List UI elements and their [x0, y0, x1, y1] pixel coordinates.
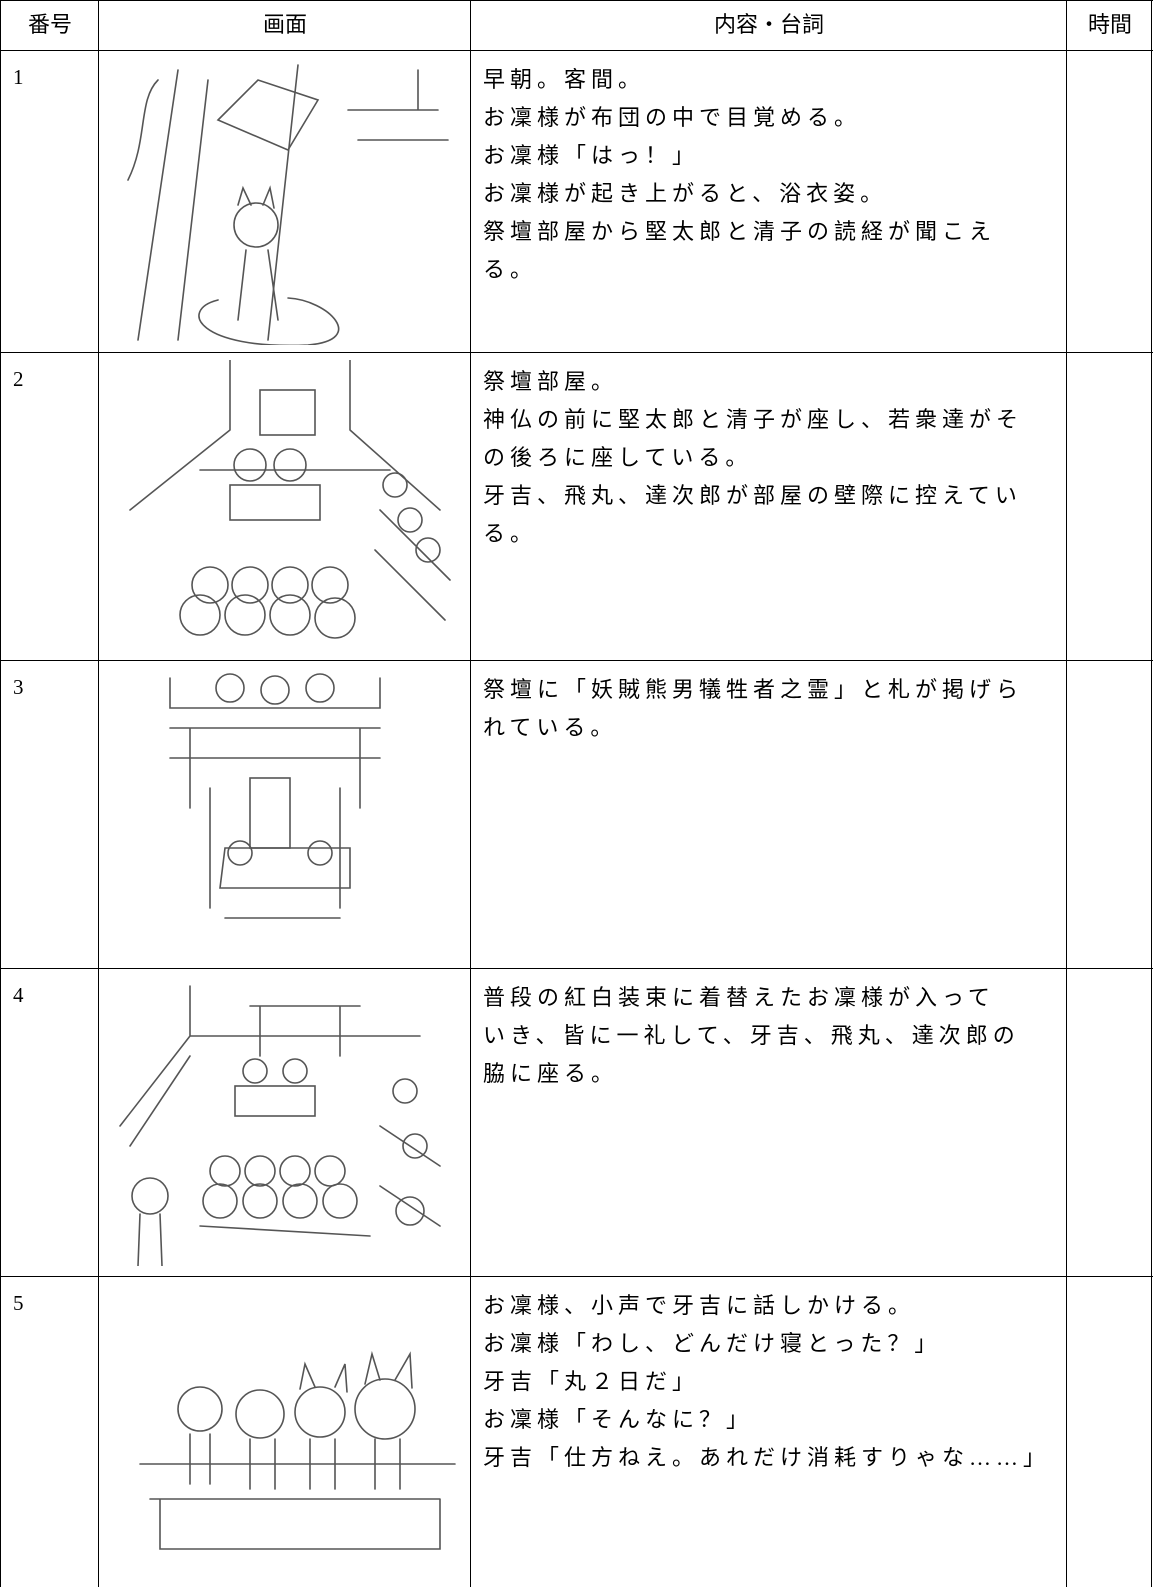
- header-cell: 時間: [1066, 0, 1153, 51]
- sketch: [169, 673, 381, 919]
- scene-number: 4: [0, 968, 99, 1277]
- content-line: 祭壇に「妖賊熊男犠牲者之霊」と札が掲げら: [483, 677, 1024, 702]
- content-cell: 普段の紅白装束に着替えたお凜様が入って いき、皆に一礼して、牙吉、飛丸、達次郎の脇…: [470, 968, 1067, 1277]
- scene-number: 2: [0, 352, 99, 661]
- content-line: 牙吉「仕方ねえ。あれだけ消耗すりゃな……」: [483, 1445, 1051, 1470]
- content-line: お凜様が布団の中で目覚める。: [483, 105, 862, 130]
- time-cell: [1066, 660, 1153, 969]
- time-cell: [1066, 968, 1153, 1277]
- content-line: 祭壇部屋から堅太郎と清子の読経が聞こえ: [483, 219, 997, 244]
- sketch: [127, 64, 449, 345]
- image-cell: [98, 1276, 471, 1587]
- content-cell: 早朝。客間。お凜様が布団の中で目覚める。 お凜様「はっ！」お凜様が起き上がると、浴…: [470, 50, 1067, 353]
- time-cell: [1066, 50, 1153, 353]
- content-line: お凜様「そんなに？」: [483, 1407, 754, 1432]
- scene-number: 5: [0, 1276, 99, 1587]
- time-cell: [1066, 1276, 1153, 1587]
- content-line: る。: [483, 257, 538, 282]
- sketch: [139, 1350, 456, 1550]
- image-cell: [98, 50, 471, 353]
- image-cell: [98, 352, 471, 661]
- header-cell: 画面: [98, 0, 471, 51]
- scene-number: 1: [0, 50, 99, 353]
- content-line: 普段の紅白装束に着替えたお凜様が入って: [483, 985, 995, 1010]
- header-cell: 番号: [0, 0, 99, 51]
- content-line: 早朝。客間。: [483, 67, 646, 92]
- sketch: [129, 360, 451, 639]
- content-line: 牙吉、飛丸、達次郎が部屋の壁際に控えてい: [483, 483, 1022, 508]
- content-line: 祭壇部屋。: [483, 369, 619, 394]
- content-line: れている。: [483, 715, 618, 740]
- content-line: お凜様「はっ！」: [483, 143, 700, 168]
- content-line: お凜様「わし、どんだけ寝とった？」: [483, 1331, 942, 1356]
- content-line: お凜様、小声で牙吉に話しかける。: [483, 1293, 916, 1318]
- content-cell: 祭壇に「妖賊熊男犠牲者之霊」と札が掲げら れている。: [470, 660, 1067, 969]
- content-line: いき、皆に一礼して、牙吉、飛丸、達次郎の: [483, 1023, 1020, 1048]
- sketch: [119, 985, 441, 1266]
- content-line: る。: [483, 521, 538, 546]
- time-cell: [1066, 352, 1153, 661]
- content-line: 脇に座る。: [483, 1061, 619, 1086]
- image-cell: [98, 660, 471, 969]
- content-cell: 祭壇部屋。神仏の前に堅太郎と清子が座し、若衆達がそ の後ろに座している。牙吉、飛丸…: [470, 352, 1067, 661]
- content-cell: お凜様、小声で牙吉に話しかける。お凜様「わし、どんだけ寝とった？」 牙吉「丸２日だ…: [470, 1276, 1067, 1587]
- content-line: 神仏の前に堅太郎と清子が座し、若衆達がそ: [483, 407, 1024, 432]
- content-line: お凜様が起き上がると、浴衣姿。: [483, 181, 888, 206]
- content-line: の後ろに座している。: [483, 445, 753, 470]
- scene-number: 3: [0, 660, 99, 969]
- image-cell: [98, 968, 471, 1277]
- header-cell: 内容・台詞: [470, 0, 1067, 51]
- content-line: 牙吉「丸２日だ」: [483, 1369, 700, 1394]
